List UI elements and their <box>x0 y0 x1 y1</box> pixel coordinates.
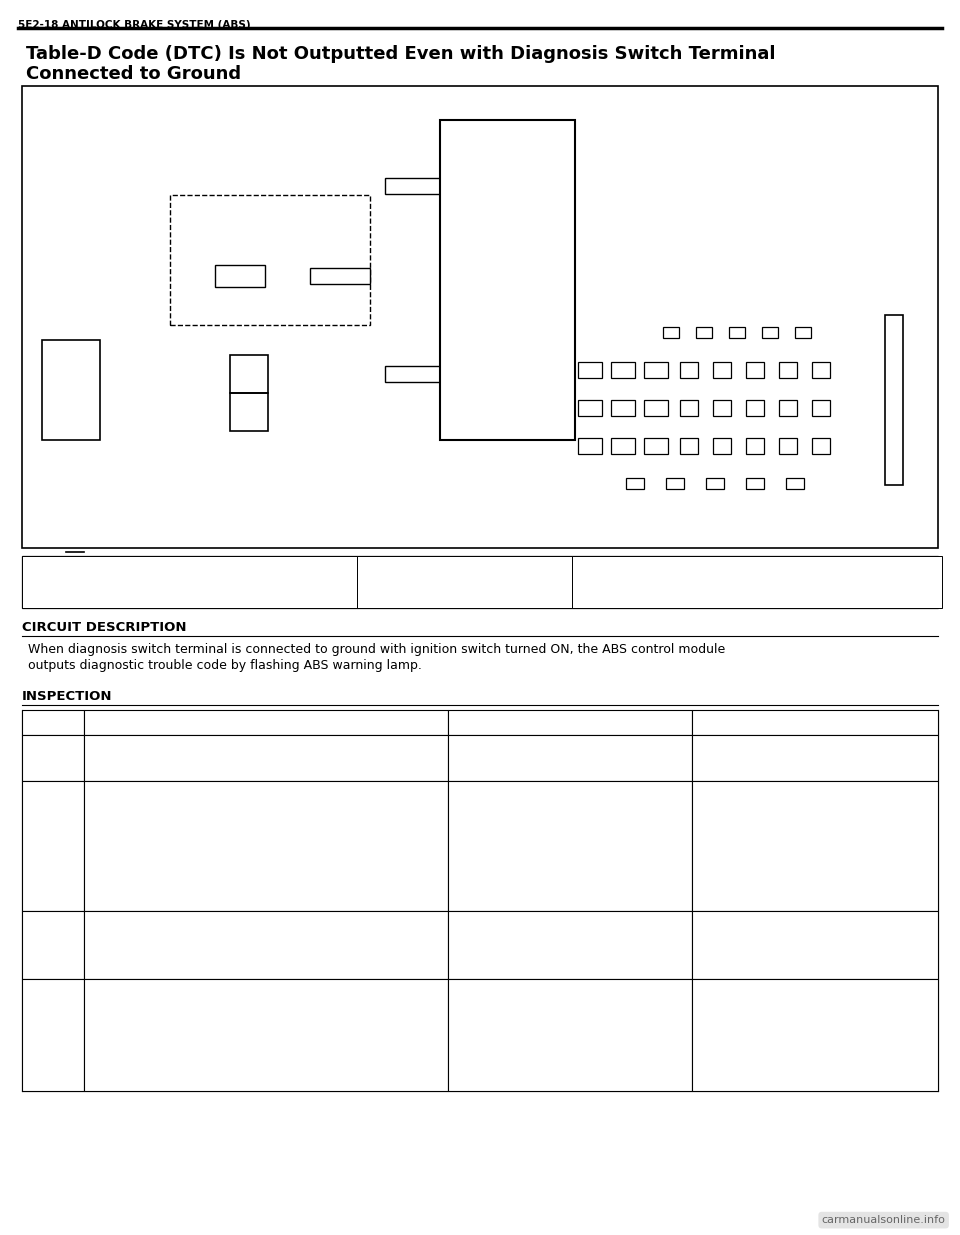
Text: 4: 4 <box>870 275 877 288</box>
Text: Go to Step 2.: Go to Step 2. <box>453 740 533 753</box>
Text: Action: Action <box>242 716 290 729</box>
Text: module assembly and: module assembly and <box>453 1011 588 1024</box>
Text: E136-14: E136-14 <box>312 269 355 279</box>
Text: 1)  Check for proper connection to ABS: 1) Check for proper connection to ABS <box>89 984 328 997</box>
Text: Is it infinite (∞)?: Is it infinite (∞)? <box>89 867 187 881</box>
Text: Is it in good condition?: Is it in good condition? <box>89 1051 228 1065</box>
Text: referring to TABLE A, B and C.: referring to TABLE A, B and C. <box>89 1037 291 1051</box>
Text: Go to Step 4.: Go to Step 4. <box>453 916 533 929</box>
Text: PNK: PNK <box>280 366 300 375</box>
Text: connection.: connection. <box>697 930 768 942</box>
Text: Table-D Code (DTC) Is Not Outputted Even with Diagnosis Switch Terminal: Table-D Code (DTC) Is Not Outputted Even… <box>26 44 776 63</box>
Text: 2)  If OK, then check ABS warning lamp circuit: 2) If OK, then check ABS warning lamp ci… <box>89 1025 372 1037</box>
Text: E136-14: E136-14 <box>593 273 636 283</box>
Text: BLK/WHT: BLK/WHT <box>195 177 242 186</box>
Text: 1: 1 <box>235 207 242 217</box>
Text: “PNK” circuit open.: “PNK” circuit open. <box>453 785 569 799</box>
Text: 2)  Disconnect ABS hydraulic unit/control mod-: 2) Disconnect ABS hydraulic unit/control… <box>89 799 376 813</box>
Text: 3-1: 3-1 <box>278 345 295 354</box>
Text: Is continuity indicated?: Is continuity indicated? <box>89 944 231 956</box>
Text: Repair “ABS” warning: Repair “ABS” warning <box>697 984 828 997</box>
Text: 1.  ABS warning lamp in combination meter: 1. ABS warning lamp in combination meter <box>27 564 270 574</box>
Text: “BLK” circuit open or poor: “BLK” circuit open or poor <box>697 916 856 929</box>
Text: ground terminal by service wire properly?: ground terminal by service wire properly… <box>89 753 346 767</box>
Text: Is it shorted diagnosis switch terminal and: Is it shorted diagnosis switch terminal … <box>89 740 349 753</box>
Text: 2: 2 <box>395 268 403 282</box>
Text: 3-2: 3-2 <box>278 417 295 427</box>
Text: 3-2.  Diagnosis ground terminal: 3-2. Diagnosis ground terminal <box>577 564 754 574</box>
Text: recheck.: recheck. <box>453 1025 505 1037</box>
Text: 2.  ABS hydraulic unit/control module assembly: 2. ABS hydraulic unit/control module ass… <box>27 588 292 598</box>
Text: BLU/ORN: BLU/ORN <box>270 268 317 278</box>
Text: securely.: securely. <box>697 753 751 767</box>
Text: E136-18: E136-18 <box>655 273 698 283</box>
Text: 3: 3 <box>208 374 216 387</box>
Text: “E136-12”.: “E136-12”. <box>89 853 176 867</box>
Text: 4.  ABS hydraulic unit/control module connector: 4. ABS hydraulic unit/control module con… <box>577 588 845 598</box>
Text: Go to Step 3.: Go to Step 3. <box>697 785 778 799</box>
Text: 3: 3 <box>49 939 58 951</box>
Text: hydraulic unit/control module at terminal: hydraulic unit/control module at termina… <box>89 998 361 1010</box>
Text: Connected to Ground: Connected to Ground <box>26 65 241 83</box>
Text: nal of monitor coupler and body ground.: nal of monitor coupler and body ground. <box>89 930 356 942</box>
Text: ule connector.: ule connector. <box>89 813 195 826</box>
Text: 4: 4 <box>49 1029 58 1041</box>
Text: No: No <box>804 716 826 729</box>
Text: 1)  Disconnect service wire.: 1) Disconnect service wire. <box>89 785 259 799</box>
Text: outputs diagnostic trouble code by flashing ABS warning lamp.: outputs diagnostic trouble code by flash… <box>28 659 421 672</box>
Text: 1)  Measure resistance between ground termi-: 1) Measure resistance between ground ter… <box>89 916 373 929</box>
Text: E136-18: E136-18 <box>387 179 430 189</box>
Text: BLK/WHT: BLK/WHT <box>80 268 128 278</box>
Text: carmanualsonline.info: carmanualsonline.info <box>822 1215 946 1225</box>
Text: Connect service wire: Connect service wire <box>697 740 826 753</box>
Text: Substitute a known-good: Substitute a known-good <box>453 984 607 997</box>
Text: 3)  Measure resistance between diagnosis: 3) Measure resistance between diagnosis <box>89 826 348 840</box>
Text: E136-12: E136-12 <box>387 367 430 377</box>
Text: INSPECTION: INSPECTION <box>22 690 112 703</box>
Text: 3-1.  Diagnosis switch terminal: 3-1. Diagnosis switch terminal <box>362 588 534 598</box>
Text: ABS hydraulic with/control: ABS hydraulic with/control <box>453 998 614 1010</box>
Text: CIRCUIT DESCRIPTION: CIRCUIT DESCRIPTION <box>22 621 186 634</box>
Text: “E136-12”.: “E136-12”. <box>89 1011 176 1024</box>
Text: Yes: Yes <box>558 716 583 729</box>
Text: BLK: BLK <box>222 438 242 450</box>
Text: 1: 1 <box>49 752 58 764</box>
Text: Step: Step <box>36 716 70 729</box>
Text: 3.  Diagnosis monitor coupler: 3. Diagnosis monitor coupler <box>362 564 526 574</box>
Text: 2: 2 <box>49 840 58 852</box>
Text: When diagnosis switch terminal is connected to ground with ignition switch turne: When diagnosis switch terminal is connec… <box>28 643 725 656</box>
Text: lamp circuit.: lamp circuit. <box>697 998 773 1010</box>
Text: switch terminal and connector terminal: switch terminal and connector terminal <box>89 840 350 853</box>
Text: E136-12: E136-12 <box>630 515 673 525</box>
Text: 5E2-18 ANTILOCK BRAKE SYSTEM (ABS): 5E2-18 ANTILOCK BRAKE SYSTEM (ABS) <box>18 20 251 30</box>
